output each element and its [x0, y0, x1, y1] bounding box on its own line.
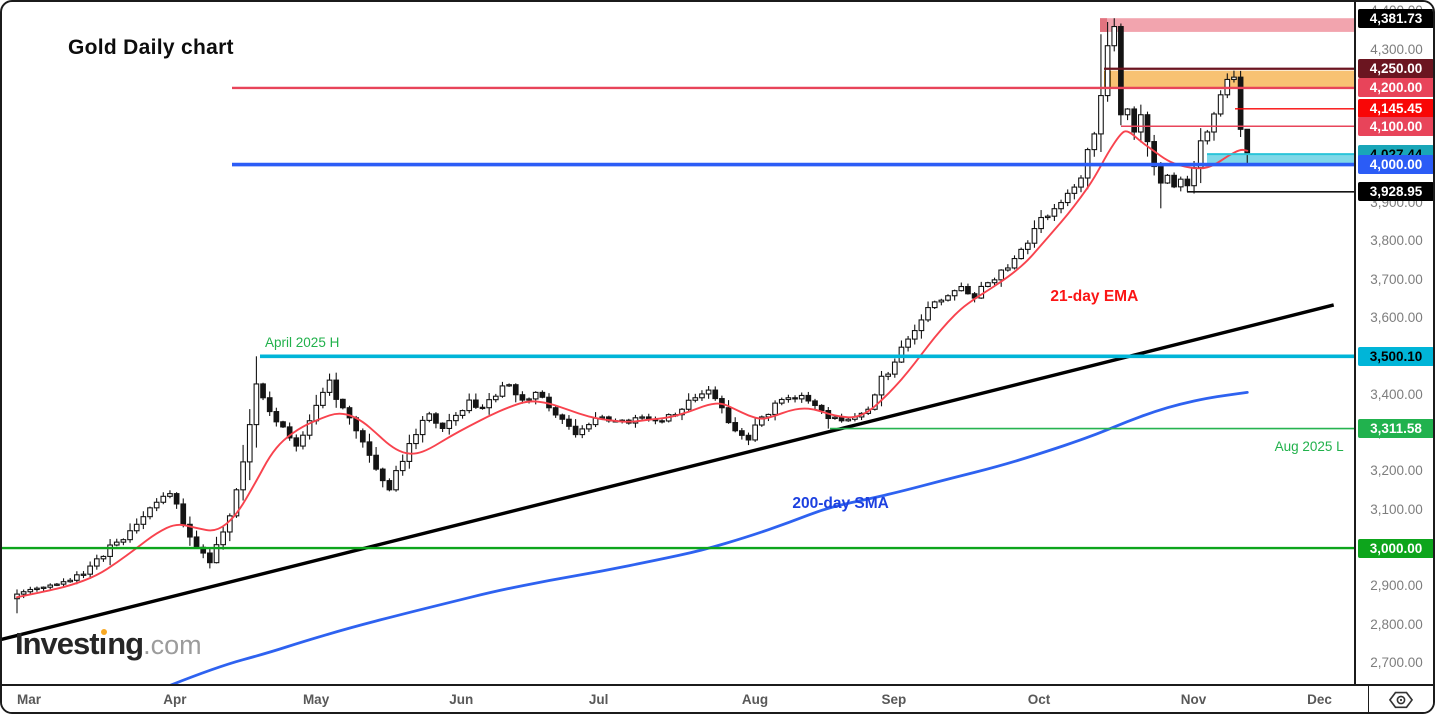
price-tick-label: 3,400.00 — [1370, 386, 1423, 402]
month-label-aug: Aug — [741, 692, 769, 707]
time-axis[interactable]: Mar Apr May Jun Jul Aug Sep Oct Nov Dec — [2, 684, 1433, 712]
axis-corner-divider — [1368, 684, 1369, 712]
price-chip-3500.10: 3,500.10 — [1358, 346, 1433, 366]
price-tick-label: 2,900.00 — [1370, 578, 1423, 594]
sma-label: 200-day SMA — [792, 495, 889, 513]
price-chip-3311.58: 3,311.58 — [1358, 419, 1433, 439]
ema-label: 21-day EMA — [1050, 287, 1139, 305]
logo-text-1: Invest — [15, 626, 100, 661]
month-label-jul: Jul — [588, 692, 609, 707]
logo-orange-dot-i: ı — [98, 626, 108, 661]
200-day-sma-line[interactable] — [168, 391, 1249, 687]
logo-suffix: .com — [143, 630, 202, 660]
month-label-nov: Nov — [1180, 692, 1207, 707]
april-2025-high-label: April 2025 H — [265, 334, 340, 350]
month-label-apr: Apr — [163, 692, 187, 707]
month-label-mar: Mar — [17, 692, 42, 707]
price-tick-label: 3,100.00 — [1370, 501, 1423, 517]
price-chip-4200.00: 4,200.00 — [1358, 78, 1433, 98]
investing-logo: Investıng.com — [15, 626, 202, 662]
axis-settings-button[interactable] — [1370, 686, 1432, 712]
candlestick-series — [14, 18, 1251, 614]
price-axis[interactable]: 2,700.00 2,800.00 2,900.00 3,000.00 3,100.00… — [1354, 2, 1433, 684]
logo-text-2: ng — [107, 626, 144, 661]
price-tick-label: 2,800.00 — [1370, 616, 1423, 632]
hexagon-eye-icon — [1388, 691, 1414, 709]
price-chip-3928.95: 3,928.95 — [1358, 182, 1433, 202]
price-chip-4381.73: 4,381.73 — [1358, 8, 1433, 28]
price-chip-3000.00: 3,000.00 — [1358, 538, 1433, 558]
month-label-may: May — [302, 692, 330, 707]
price-tick-label: 4,300.00 — [1370, 41, 1423, 57]
price-tick-label: 3,800.00 — [1370, 233, 1423, 249]
price-chip-4250.00: 4,250.00 — [1358, 59, 1433, 79]
month-label-sep: Sep — [881, 692, 907, 707]
price-tick-label: 3,600.00 — [1370, 309, 1423, 325]
month-label-oct: Oct — [1027, 692, 1051, 707]
price-chip-4000.00: 4,000.00 — [1358, 155, 1433, 175]
chart-title: Gold Daily chart — [68, 36, 234, 59]
price-tick-label: 3,200.00 — [1370, 463, 1423, 479]
ascending-trendline[interactable] — [2, 303, 1335, 642]
resistance-zone-peak[interactable] — [1100, 18, 1354, 32]
price-tick-label: 3,700.00 — [1370, 271, 1423, 287]
21-day-ema-line[interactable] — [16, 130, 1249, 599]
resistance-zone-peak-handle[interactable] — [1100, 18, 1107, 32]
demand-zone-4000-4027[interactable] — [1207, 154, 1354, 165]
price-tick-label: 2,700.00 — [1370, 655, 1423, 671]
price-chip-4145.45: 4,145.45 — [1358, 99, 1433, 119]
aug-2025-low-label: Aug 2025 L — [1274, 438, 1344, 454]
price-chip-4100.00: 4,100.00 — [1358, 116, 1433, 136]
month-label-jun: Jun — [449, 692, 474, 707]
month-label-dec: Dec — [1307, 692, 1332, 707]
